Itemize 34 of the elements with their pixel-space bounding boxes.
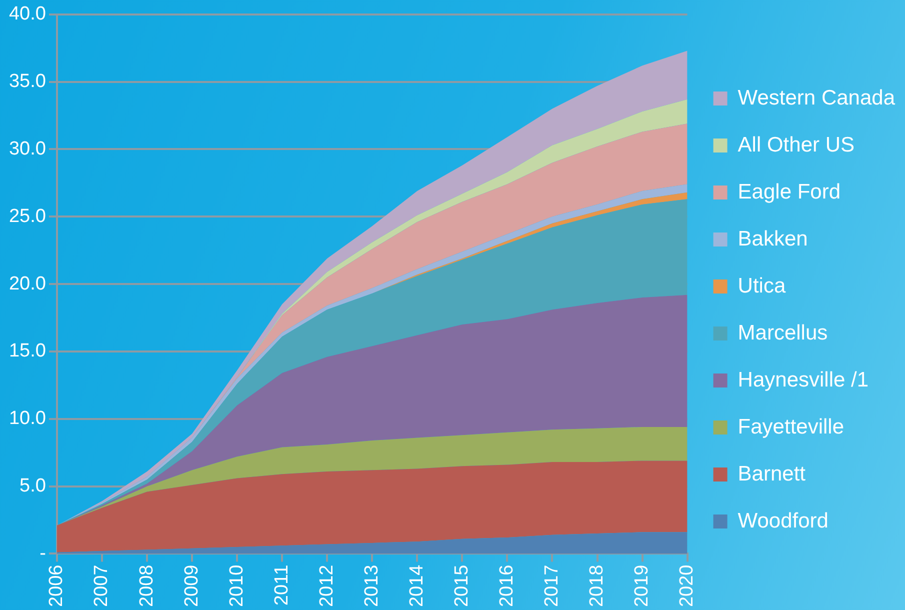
x-tick-label: 2006 — [46, 564, 68, 608]
y-tick-label: 35.0 — [8, 71, 46, 92]
y-tick-label: 5.0 — [20, 476, 46, 497]
y-tick-label: 15.0 — [8, 340, 46, 362]
legend-label: Haynesville /1 — [738, 368, 869, 392]
x-tick-label: 2019 — [632, 564, 653, 608]
legend-label: Marcellus — [738, 321, 828, 344]
x-tick-label: 2009 — [181, 564, 202, 608]
x-tick-label: 2015 — [451, 564, 472, 608]
x-tick-label: 2016 — [496, 564, 518, 608]
x-tick-label: 2014 — [406, 564, 428, 608]
x-tick-label: 2008 — [136, 564, 158, 608]
y-tick-label: 10.0 — [8, 408, 46, 430]
x-tick-label: 2010 — [226, 564, 248, 608]
y-tick-label: - — [40, 542, 46, 564]
y-tick-label: 30.0 — [8, 138, 46, 160]
y-tick-label: 25.0 — [8, 206, 46, 227]
legend-label: Western Canada — [738, 86, 896, 110]
x-tick-label: 2012 — [316, 564, 338, 608]
legend-label: Fayetteville — [738, 415, 844, 438]
x-tick-label: 2020 — [676, 564, 698, 608]
x-tick-label: 2018 — [586, 564, 608, 608]
x-tick-label: 2011 — [271, 564, 292, 606]
y-tick-label: 20.0 — [8, 273, 46, 294]
x-tick-label: 2013 — [361, 564, 382, 608]
legend-label: Woodford — [738, 509, 828, 532]
x-tick-label: 2017 — [541, 564, 562, 608]
legend-label: Eagle Ford — [738, 180, 841, 204]
legend-label: Barnett — [738, 462, 806, 486]
y-tick-label: 40.0 — [8, 4, 46, 25]
x-tick-label: 2007 — [91, 564, 112, 608]
legend-label: All Other US — [738, 133, 854, 156]
legend-label: Bakken — [738, 227, 808, 250]
legend-label: Utica — [738, 274, 786, 298]
